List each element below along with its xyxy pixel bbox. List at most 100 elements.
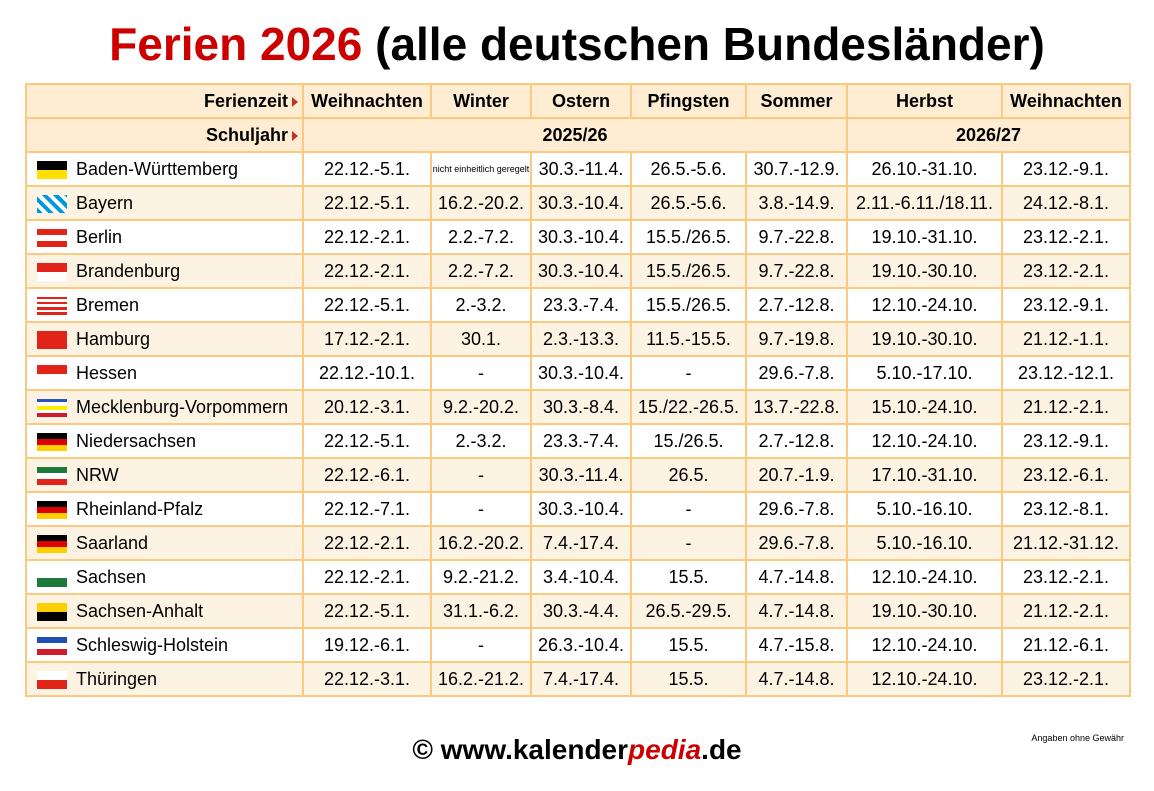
holiday-cell: 23.12.-2.1. <box>1001 253 1131 289</box>
holiday-cell: 16.2.-21.2. <box>430 661 532 697</box>
holiday-cell: 15./26.5. <box>630 423 747 459</box>
state-cell: NRW <box>25 457 304 493</box>
holiday-cell: 22.12.-2.1. <box>302 559 432 595</box>
holiday-cell: - <box>430 355 532 391</box>
state-flag-icon <box>37 228 67 247</box>
state-flag-icon <box>37 534 67 553</box>
holiday-table: Ferienzeit Weihnachten Winter Ostern Pfi… <box>25 83 1131 697</box>
table-row: Sachsen-Anhalt 22.12.-5.1. 31.1.-6.2. 30.3.… <box>25 593 1131 629</box>
column-header: Weihnachten <box>302 83 432 119</box>
table-row: Baden-Württemberg 22.12.-5.1. nicht einhei… <box>25 151 1131 187</box>
holiday-cell: 4.7.-14.8. <box>745 559 848 595</box>
holiday-cell: 2.7.-12.8. <box>745 423 848 459</box>
state-name: Hessen <box>76 362 138 383</box>
holiday-cell: 2.-3.2. <box>430 287 532 323</box>
holiday-cell: - <box>430 457 532 493</box>
holiday-cell: 12.10.-24.10. <box>846 423 1003 459</box>
state-flag-icon <box>37 602 67 621</box>
holiday-cell: 9.7.-19.8. <box>745 321 848 357</box>
holiday-cell: 29.6.-7.8. <box>745 491 848 527</box>
holiday-cell: 30.7.-12.9. <box>745 151 848 187</box>
holiday-cell: 22.12.-5.1. <box>302 593 432 629</box>
holiday-cell: 30.3.-8.4. <box>530 389 632 425</box>
holiday-cell: 12.10.-24.10. <box>846 661 1003 697</box>
state-cell: Saarland <box>25 525 304 561</box>
holiday-cell: 26.5.-5.6. <box>630 151 747 187</box>
holiday-cell: 2.11.-6.11./18.11. <box>846 185 1003 221</box>
holiday-cell: 30.3.-4.4. <box>530 593 632 629</box>
holiday-cell: 5.10.-16.10. <box>846 525 1003 561</box>
state-flag-icon <box>37 296 67 315</box>
holiday-cell: 2.2.-7.2. <box>430 219 532 255</box>
ferienzeit-text: Ferienzeit <box>203 90 288 111</box>
holiday-cell: 3.8.-14.9. <box>745 185 848 221</box>
holiday-cell: 30.3.-11.4. <box>530 457 632 493</box>
state-name: NRW <box>76 464 119 485</box>
holiday-cell: - <box>630 525 747 561</box>
holiday-cell: 31.1.-6.2. <box>430 593 532 629</box>
table-row: NRW 22.12.-6.1. -30.3.-11.4. 26.5. 20.7.-1.9… <box>25 457 1131 493</box>
holiday-cell: 15.5. <box>630 559 747 595</box>
holiday-cell: 29.6.-7.8. <box>745 525 848 561</box>
state-name: Sachsen-Anhalt <box>76 600 204 621</box>
holiday-cell: 24.12.-8.1. <box>1001 185 1131 221</box>
holiday-cell: 15.5. <box>630 661 747 697</box>
holiday-cell: 4.7.-14.8. <box>745 593 848 629</box>
state-name: Niedersachsen <box>76 430 197 451</box>
holiday-cell: 7.4.-17.4. <box>530 661 632 697</box>
holiday-cell: 16.2.-20.2. <box>430 525 532 561</box>
state-name: Baden-Württemberg <box>76 158 239 179</box>
holiday-cell: 26.5.-5.6. <box>630 185 747 221</box>
site-tld: .de <box>701 734 742 765</box>
holiday-cell: 26.5.-29.5. <box>630 593 747 629</box>
schuljahr-text: Schuljahr <box>205 124 288 145</box>
state-name: Thüringen <box>76 668 158 689</box>
holiday-cell: 15.5./26.5. <box>630 287 747 323</box>
holiday-cell: 21.12.-2.1. <box>1001 389 1131 425</box>
state-cell: Sachsen-Anhalt <box>25 593 304 629</box>
state-name: Hamburg <box>76 328 151 349</box>
state-flag-icon <box>37 160 67 179</box>
holiday-cell: 23.12.-9.1. <box>1001 287 1131 323</box>
state-flag-icon <box>37 194 67 213</box>
holiday-cell: 21.12.-31.12. <box>1001 525 1131 561</box>
holiday-cell: 4.7.-15.8. <box>745 627 848 663</box>
header-row-ferienzeit: Ferienzeit Weihnachten Winter Ostern Pfi… <box>25 83 1131 119</box>
state-flag-icon <box>37 466 67 485</box>
site-name: © www.kalender <box>412 734 629 765</box>
holiday-cell: 2.2.-7.2. <box>430 253 532 289</box>
table-row: Niedersachsen 22.12.-5.1. 2.-3.2. 23.3.-7.4… <box>25 423 1131 459</box>
holiday-cell: 5.10.-16.10. <box>846 491 1003 527</box>
holiday-cell: 21.12.-1.1. <box>1001 321 1131 357</box>
column-header: Sommer <box>745 83 848 119</box>
holiday-cell: 23.12.-2.1. <box>1001 661 1131 697</box>
table-row: Schleswig-Holstein 19.12.-6.1. -26.3.-10.4… <box>25 627 1131 663</box>
state-flag-icon <box>37 568 67 587</box>
holiday-cell: 30.3.-10.4. <box>530 219 632 255</box>
holiday-cell: 23.12.-8.1. <box>1001 491 1131 527</box>
holiday-cell: 23.3.-7.4. <box>530 423 632 459</box>
holiday-cell: 22.12.-2.1. <box>302 253 432 289</box>
holiday-cell: 9.7.-22.8. <box>745 253 848 289</box>
state-name: Bayern <box>76 192 134 213</box>
state-name: Sachsen <box>76 566 147 587</box>
holiday-cell: 26.10.-31.10. <box>846 151 1003 187</box>
holiday-cell: 29.6.-7.8. <box>745 355 848 391</box>
holiday-cell: 11.5.-15.5. <box>630 321 747 357</box>
holiday-cell: 2.7.-12.8. <box>745 287 848 323</box>
holiday-cell: 23.3.-7.4. <box>530 287 632 323</box>
title-highlight: Ferien 2026 <box>109 18 363 70</box>
column-header: Herbst <box>846 83 1003 119</box>
holiday-cell: 19.10.-31.10. <box>846 219 1003 255</box>
table-row: Hamburg 17.12.-2.1. 30.1. 2.3.-13.3. 11.5.-1… <box>25 321 1131 357</box>
arrow-right-icon <box>292 130 298 141</box>
holiday-cell: 30.3.-10.4. <box>530 185 632 221</box>
table-row: Saarland 22.12.-2.1. 16.2.-20.2. 7.4.-17.4.… <box>25 525 1131 561</box>
holiday-cell: nicht einheitlich geregelt <box>430 151 532 187</box>
school-year-2025-26: 2025/26 <box>302 117 848 153</box>
holiday-cell: 15.5./26.5. <box>630 219 747 255</box>
holiday-cell: - <box>430 627 532 663</box>
holiday-cell: 26.5. <box>630 457 747 493</box>
holiday-cell: - <box>430 491 532 527</box>
holiday-cell: 23.12.-2.1. <box>1001 219 1131 255</box>
